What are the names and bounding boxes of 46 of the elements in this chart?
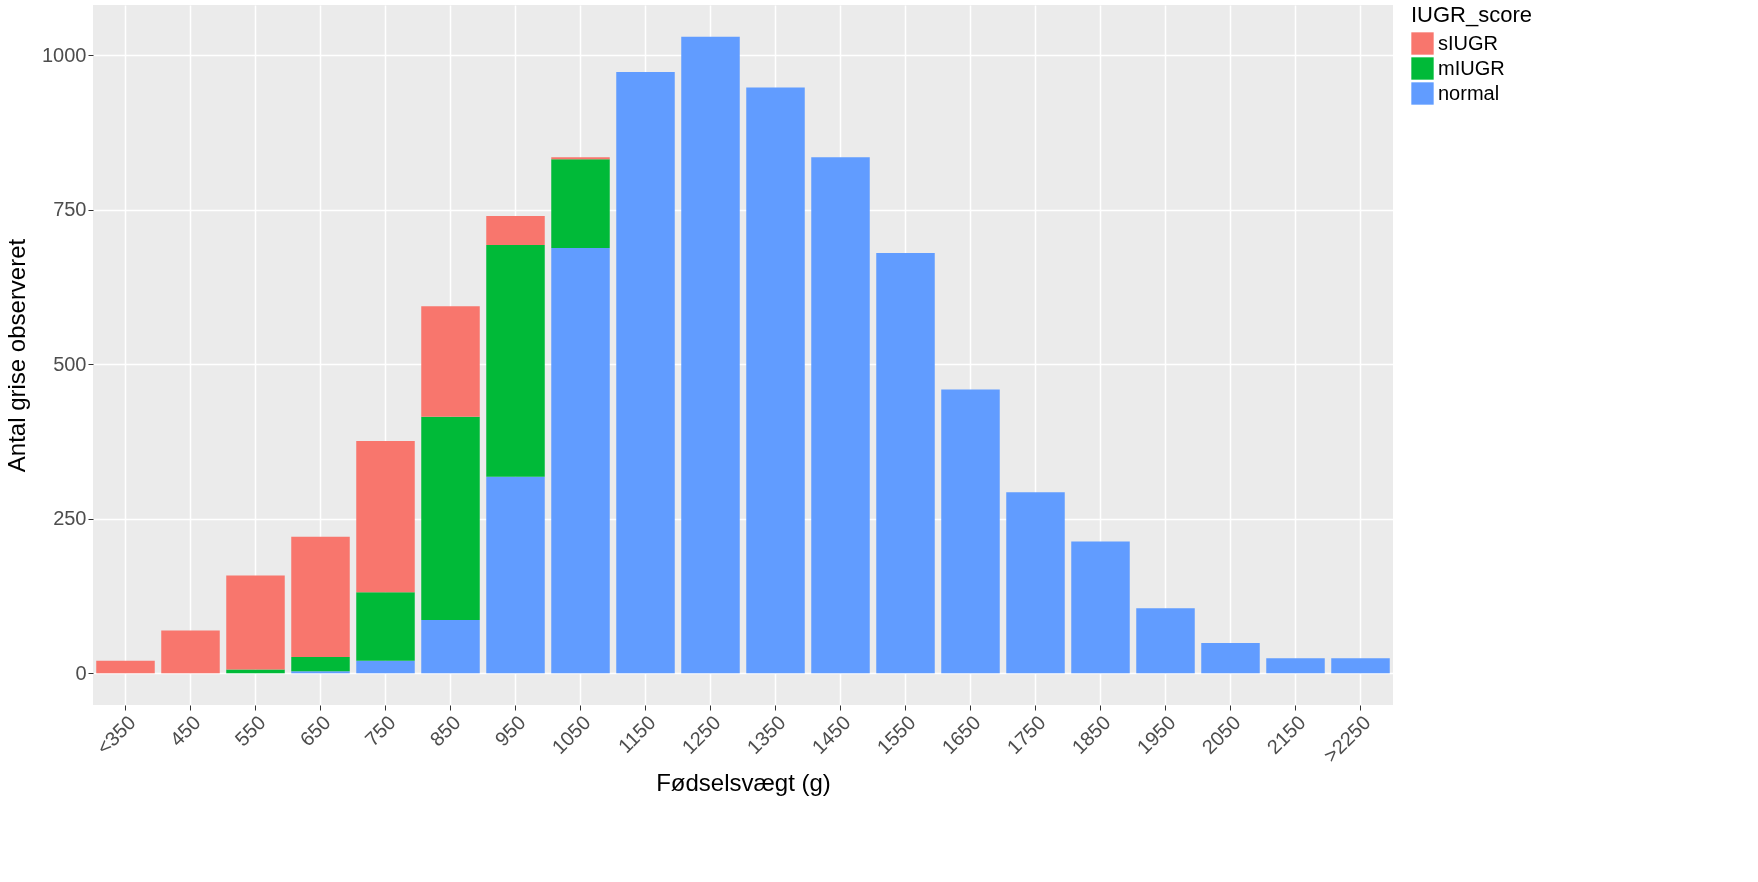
bar (1071, 541, 1130, 674)
bar (876, 253, 935, 674)
x-tick-label: 650 (295, 711, 335, 751)
bar (421, 416, 480, 621)
bar (356, 660, 415, 674)
x-tick-label: 450 (165, 711, 205, 751)
bar (356, 440, 415, 593)
bar (1266, 658, 1325, 674)
bar (486, 476, 545, 674)
bar (421, 306, 480, 417)
bar (1331, 658, 1390, 674)
bar (226, 575, 285, 670)
x-tick-label: 750 (360, 711, 400, 751)
x-tick-label: 950 (490, 711, 530, 751)
bar (291, 536, 350, 658)
y-axis-title: Antal grise observeret (3, 238, 31, 473)
bar (96, 660, 155, 674)
bar (551, 248, 610, 674)
x-tick-label: 850 (425, 711, 465, 751)
x-axis-title: Fødselsvægt (g) (656, 769, 831, 797)
bar (161, 630, 220, 674)
y-tick-label: 0 (75, 661, 87, 684)
y-tick-label: 750 (53, 198, 87, 221)
bar (1006, 492, 1065, 674)
bar (746, 87, 805, 674)
bar (681, 36, 740, 674)
bar (291, 657, 350, 672)
bar (486, 215, 545, 246)
legend-title: IUGR_score (1411, 2, 1533, 27)
y-tick-label: 500 (53, 352, 87, 375)
y-tick-label: 250 (53, 507, 87, 530)
bar (1201, 642, 1260, 674)
x-tick-label: 550 (230, 711, 270, 751)
bar (356, 592, 415, 661)
bar (226, 669, 285, 674)
bar (486, 245, 545, 477)
bar (1136, 608, 1195, 674)
bar (421, 620, 480, 674)
y-tick-label: 1000 (42, 43, 87, 66)
bar (616, 72, 675, 674)
legend-label: mIUGR (1438, 56, 1505, 79)
bar (551, 159, 610, 249)
bar (811, 157, 870, 674)
legend-label: normal (1438, 81, 1500, 104)
bar (941, 389, 1000, 674)
legend-label: sIUGR (1438, 31, 1498, 54)
